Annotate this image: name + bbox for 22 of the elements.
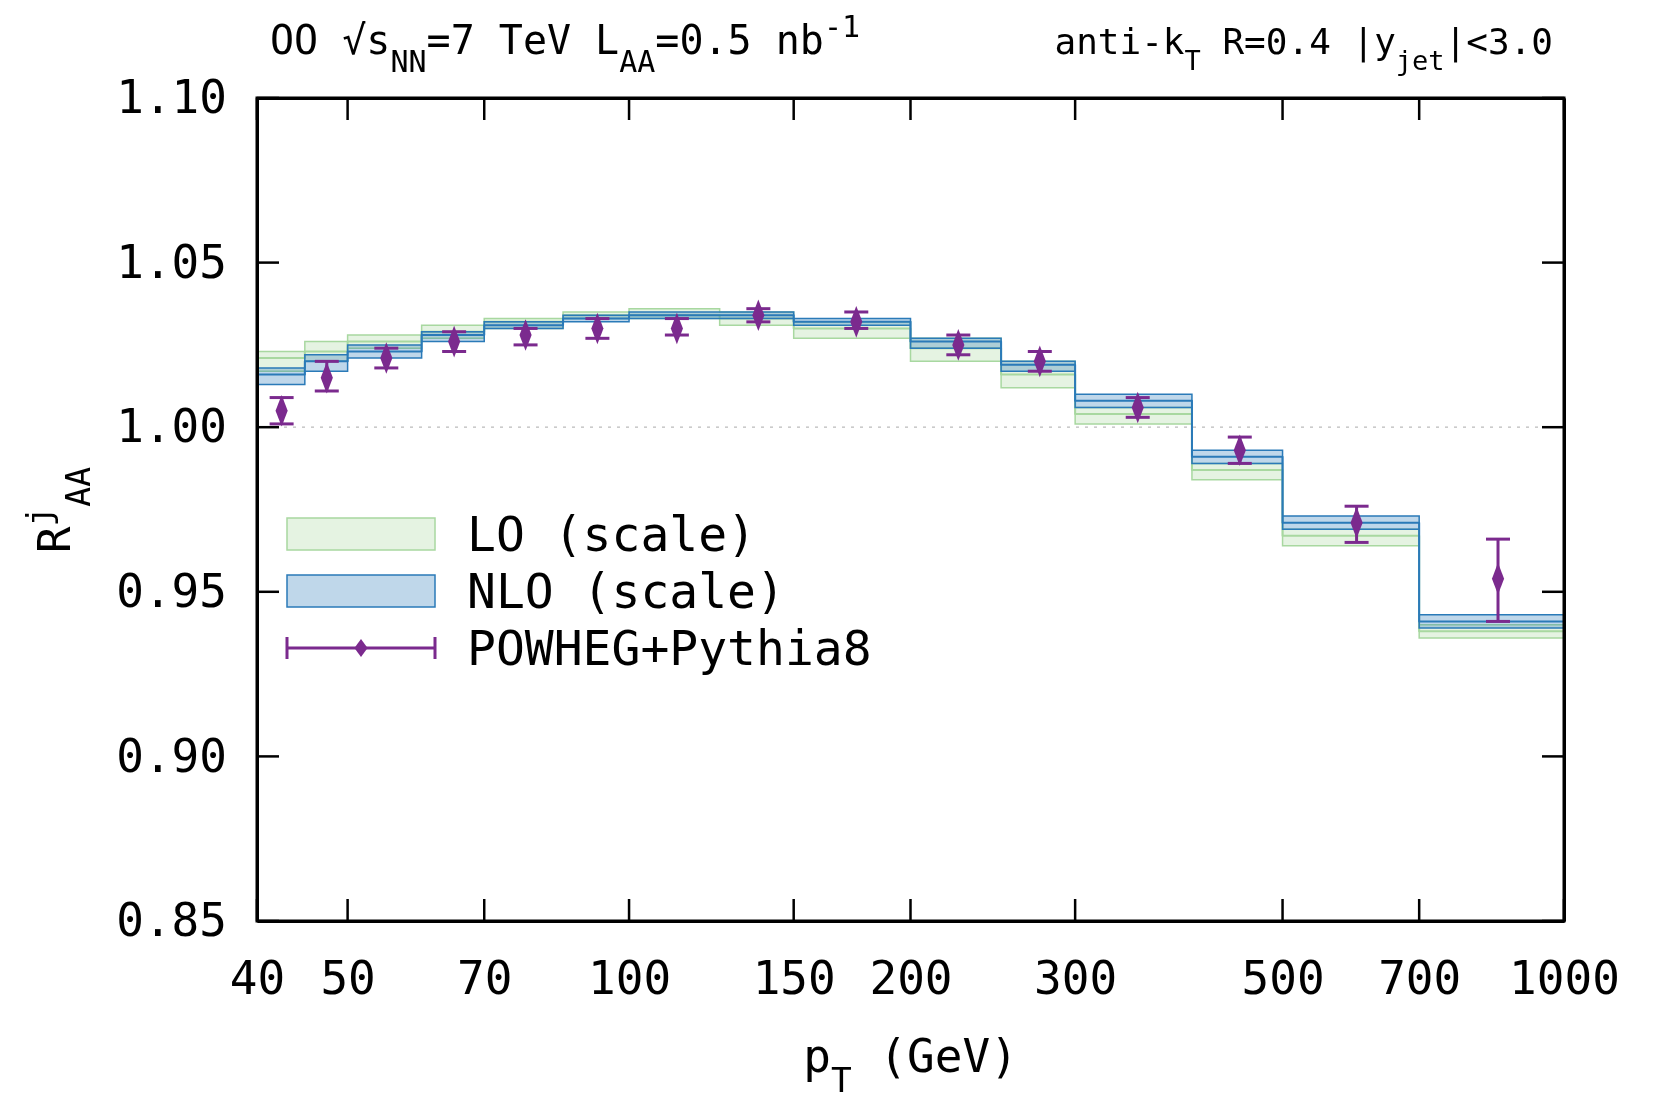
y-tick-label: 0.90 [116,728,227,783]
x-tick-label: 70 [457,950,513,1005]
legend-label: LO (scale) [467,506,756,562]
chart-title: OO √s$_{NN}$=7 TeV L$_{AA}$=0.5 nb$^{-1}$ [270,8,861,79]
x-axis-title: p$_{T}$ (GeV) [803,1029,1018,1100]
y-tick-label: 1.05 [116,234,227,289]
y-tick-label: 0.95 [116,564,227,619]
x-tick-label: 500 [1241,950,1325,1005]
y-tick-label: 0.85 [116,893,227,948]
x-tick-label: 100 [588,950,672,1005]
x-tick-label: 300 [1034,950,1118,1005]
legend-label: POWHEG+Pythia8 [467,620,872,676]
x-tick-label: 1000 [1509,950,1620,1005]
x-tick-label: 40 [229,950,286,1005]
x-tick-label: 700 [1378,950,1462,1005]
x-tick-label: 50 [320,950,376,1005]
x-tick-label: 200 [869,950,953,1005]
y-tick-label: 1.10 [116,70,227,125]
chart-subtitle: anti-k$_{T}$ R=0.4 |y$_{jet}$|<3.0 [1054,21,1553,76]
x-tick-label: 150 [752,950,836,1005]
y-tick-label: 1.00 [116,399,227,454]
legend-label: NLO (scale) [467,563,785,619]
